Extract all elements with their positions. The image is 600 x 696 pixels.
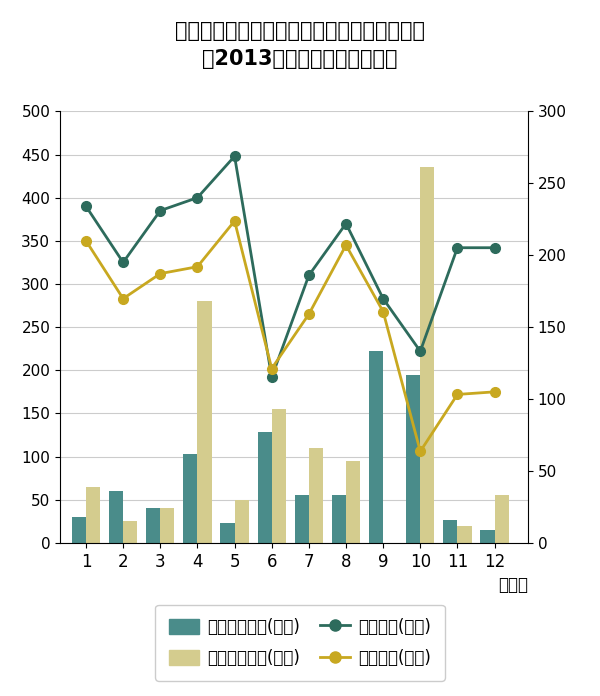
Bar [420,168,434,543]
Bar [160,508,175,543]
Bar [72,517,86,543]
Bar [146,508,160,543]
Bar [443,520,457,543]
Text: 北杜市大泉の月別平均降水量と平均日照時間
（2013年データ気象庁調べ）: 北杜市大泉の月別平均降水量と平均日照時間 （2013年データ気象庁調べ） [175,21,425,69]
Bar [332,496,346,543]
Bar [220,523,235,543]
Bar [481,530,494,543]
Bar [184,454,197,543]
Text: （月）: （月） [498,576,528,594]
Legend: 降水量の合計(大泉), 降水量の合計(東京), 日照時間(大泉), 日照時間(東京): 降水量の合計(大泉), 降水量の合計(東京), 日照時間(大泉), 日照時間(東… [155,605,445,681]
Bar [406,374,420,543]
Bar [309,448,323,543]
Bar [272,409,286,543]
Bar [123,521,137,543]
Bar [369,351,383,543]
Bar [197,301,212,543]
Bar [494,496,509,543]
Bar [295,496,309,543]
Bar [86,487,100,543]
Bar [257,432,272,543]
Bar [457,525,472,543]
Bar [109,491,123,543]
Bar [235,500,248,543]
Bar [346,461,360,543]
